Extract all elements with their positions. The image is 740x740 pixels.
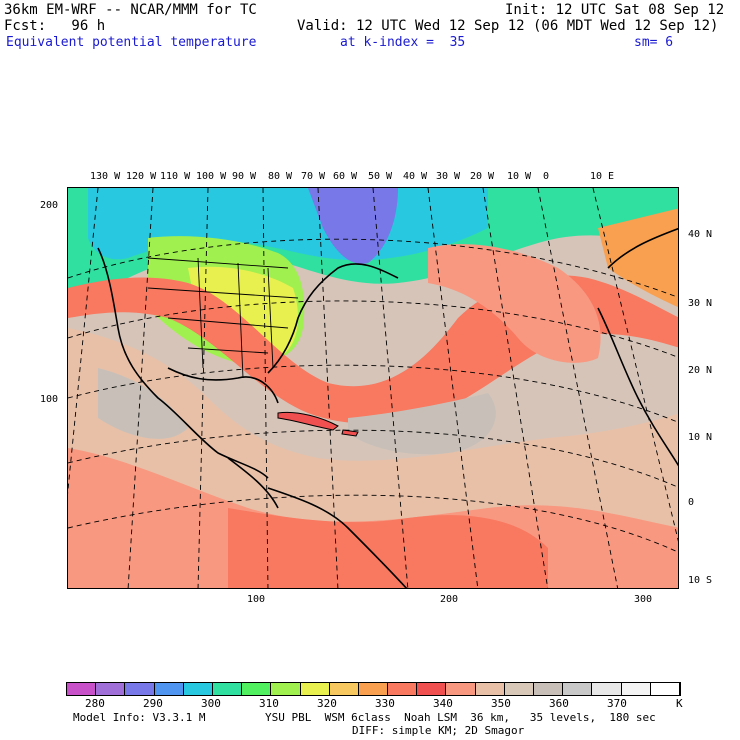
colorbar-swatch [592, 683, 622, 695]
x-grid-label: 200 [440, 594, 459, 605]
band-salmon [428, 244, 601, 363]
band-red-south [228, 508, 548, 588]
colorbar-swatch [475, 683, 505, 695]
lon-label: 110 W [160, 171, 191, 182]
lon-label: 90 W [232, 171, 257, 182]
colorbar-swatch [183, 683, 213, 695]
lon-label: 10 W [507, 171, 532, 182]
colorbar-swatch [504, 683, 534, 695]
coastlines [97, 227, 678, 588]
caribbean-islands [277, 411, 359, 437]
colorbar-swatch [417, 683, 447, 695]
theta-e-map [67, 187, 679, 589]
band-yellow [188, 266, 298, 358]
colorbar-label: 360 [549, 697, 569, 710]
colorbar-label: 320 [317, 697, 337, 710]
lon-label: 130 W [90, 171, 121, 182]
map-svg [68, 188, 678, 588]
graticule [68, 188, 678, 588]
lat-label: 0 [688, 497, 695, 508]
lon-label: 50 W [368, 171, 393, 182]
band-orange [598, 208, 678, 308]
init-time: Init: 12 UTC Sat 08 Sep 12 [505, 2, 725, 18]
colorbar-swatch [621, 683, 651, 695]
lat-label: 10 S [688, 575, 713, 586]
model-title: 36km EM-WRF -- NCAR/MMM for TC [4, 2, 257, 18]
lat-label: 20 N [688, 365, 713, 376]
x-grid-label: 300 [634, 594, 653, 605]
colorbar-swatch [358, 683, 389, 695]
colorbar-swatch [242, 683, 272, 695]
colorbar-swatch [563, 683, 593, 695]
colorbar-swatch [67, 683, 97, 695]
colorbar-label: 340 [433, 697, 453, 710]
y-grid-label: 200 [40, 200, 59, 211]
lon-label: 100 W [196, 171, 227, 182]
colorbar-label: K [676, 697, 683, 710]
lon-label: 80 W [268, 171, 293, 182]
band-blue [308, 188, 398, 264]
lon-label: 0 [543, 171, 550, 182]
forecast-hour: Fcst: 96 h [4, 18, 106, 34]
colorbar-swatch [212, 683, 243, 695]
lon-label: 70 W [301, 171, 326, 182]
colorbar-swatch [96, 683, 126, 695]
valid-time: Valid: 12 UTC Wed 12 Sep 12 (06 MDT Wed … [297, 18, 719, 34]
model-info: Model Info: V3.3.1 M [73, 711, 206, 724]
colorbar-swatch [271, 683, 301, 695]
colorbar-swatch [300, 683, 330, 695]
lat-label: 10 N [688, 432, 713, 443]
y-grid-label: 100 [40, 394, 59, 405]
x-grid-label: 100 [247, 594, 266, 605]
colorbar-label: 370 [607, 697, 627, 710]
lon-label: 20 W [470, 171, 495, 182]
colorbar-label: 310 [259, 697, 279, 710]
colorbar-label: 290 [143, 697, 163, 710]
colorbar-swatch [534, 683, 564, 695]
colorbar-label: 300 [201, 697, 221, 710]
colorbar-swatch [650, 683, 680, 695]
lon-label: 120 W [126, 171, 157, 182]
physics-info: YSU PBL WSM 6class Noah LSM 36 km, 35 le… [265, 711, 656, 724]
colorbar-swatch [154, 683, 184, 695]
level-index: at k-index = 35 [340, 35, 466, 50]
lon-label: 30 W [436, 171, 461, 182]
colorbar-label: 350 [491, 697, 511, 710]
colorbar-swatch [446, 683, 476, 695]
colorbar-label: 280 [85, 697, 105, 710]
field-name: Equivalent potential temperature [6, 35, 257, 50]
smoothing: sm= 6 [634, 35, 674, 50]
borders [147, 257, 299, 379]
colorbar-swatch [329, 683, 359, 695]
colorbar-swatch [388, 683, 418, 695]
lat-label: 30 N [688, 298, 713, 309]
colorbar-label: 330 [375, 697, 395, 710]
diffusion-info: DIFF: simple KM; 2D Smagor [352, 724, 525, 737]
lon-label: 40 W [403, 171, 428, 182]
colorbar-swatch [125, 683, 155, 695]
lat-label: 40 N [688, 229, 713, 240]
lon-label: 60 W [333, 171, 358, 182]
colorbar [66, 682, 681, 696]
lon-label: 10 E [590, 171, 615, 182]
